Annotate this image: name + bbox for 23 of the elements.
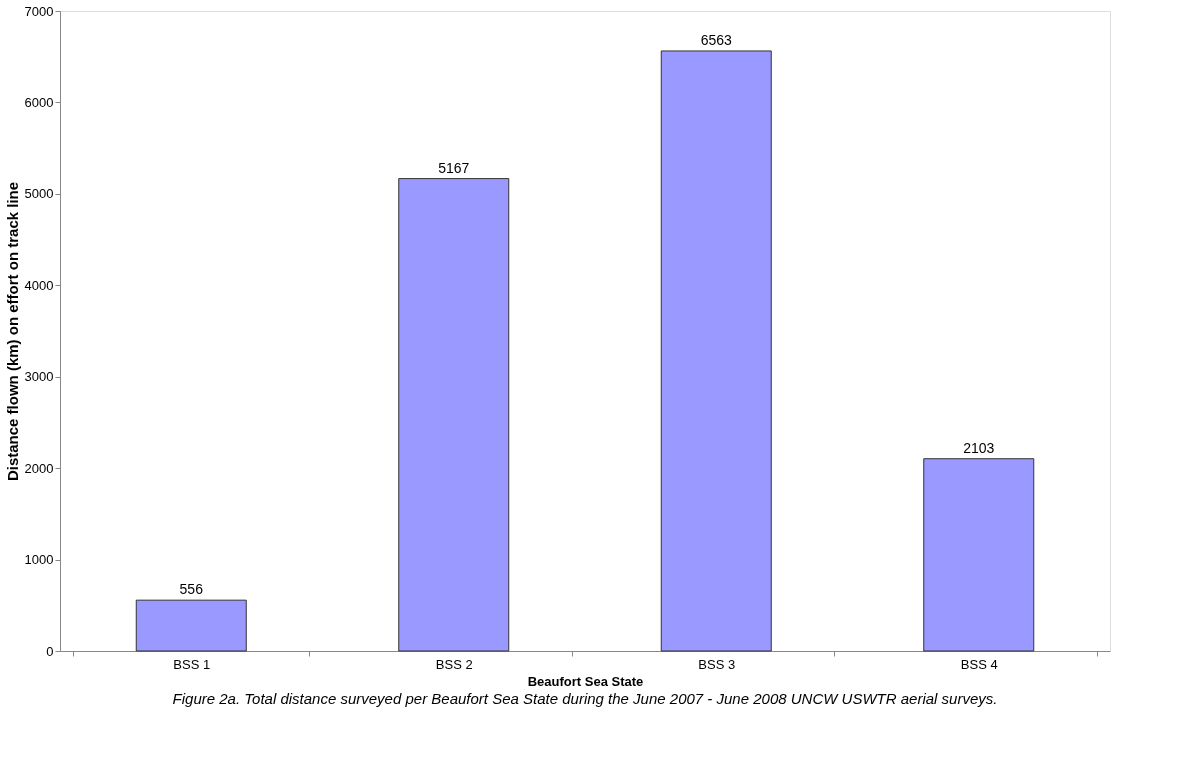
- data-label: 6563: [700, 31, 733, 48]
- y-tick-label: 7000: [24, 3, 54, 19]
- bar: [135, 599, 247, 652]
- y-tick-label: 1000: [24, 552, 54, 568]
- x-tick-label: BSS 2: [435, 656, 473, 672]
- y-tick-label: 5000: [24, 186, 54, 202]
- y-tick-label: 6000: [24, 94, 54, 110]
- bar: [923, 458, 1035, 652]
- x-axis-title: Beaufort Sea State: [527, 673, 644, 689]
- data-label: 556: [179, 581, 204, 598]
- y-tick-label: 3000: [24, 369, 54, 385]
- y-tick-label: 2000: [24, 460, 54, 476]
- x-tick-label: BSS 3: [698, 656, 736, 672]
- x-tick-label: BSS 4: [960, 656, 998, 672]
- text: Figure 2a. Total distance surveyed per Beaufort Sea State during the June 2007 - June 2008 UNCW USWTR aerial surveys.: [172, 690, 998, 707]
- bar: [398, 178, 510, 652]
- data-label: 5167: [438, 159, 470, 176]
- y-tick-label: 4000: [24, 277, 54, 293]
- data-label: 2103: [963, 439, 995, 456]
- x-tick-label: BSS 1: [173, 656, 211, 672]
- y-axis-title: Distance flown (km) on effort on track line: [3, 181, 21, 482]
- y-tick-label: 0: [46, 643, 54, 659]
- bar: [660, 50, 772, 652]
